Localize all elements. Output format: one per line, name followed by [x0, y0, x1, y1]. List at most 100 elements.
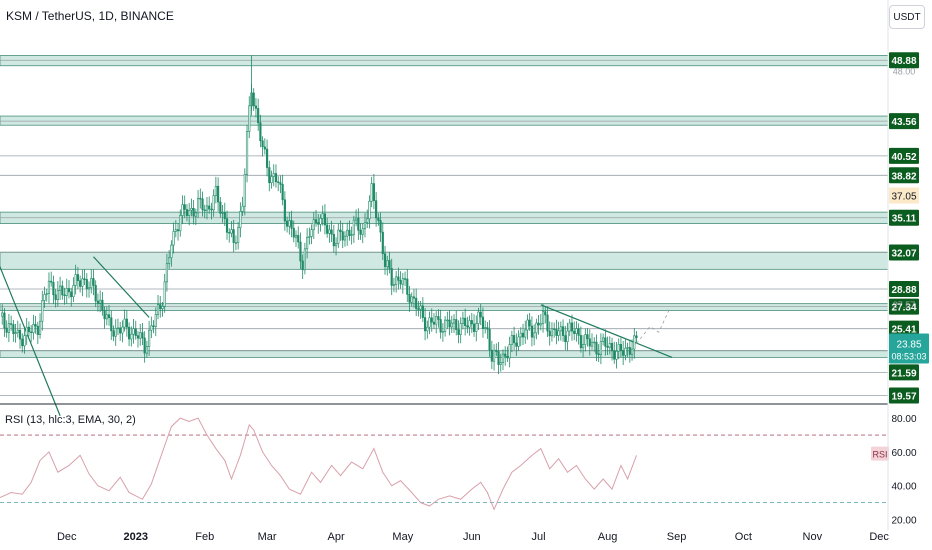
- candle-body: [208, 205, 211, 210]
- candle-body: [406, 278, 409, 295]
- candle-body: [575, 328, 578, 334]
- candle-body: [617, 344, 620, 352]
- price-axis-label: 27.57: [893, 300, 916, 310]
- candle-body: [132, 328, 135, 335]
- candle-body: [366, 218, 369, 223]
- candle-body: [83, 278, 86, 280]
- candle-body: [579, 335, 582, 349]
- price-marker-tag: [889, 187, 919, 204]
- candle-body: [103, 310, 106, 320]
- candle-body: [472, 323, 476, 332]
- candle-body: [517, 336, 520, 347]
- price-level-tag: [889, 113, 919, 130]
- candle-body: [604, 337, 607, 347]
- candle-body: [299, 241, 302, 262]
- candle-body: [194, 212, 197, 217]
- candle-body: [455, 319, 458, 331]
- candle-body: [633, 335, 636, 350]
- candle-body: [602, 337, 605, 342]
- candle-body: [205, 205, 209, 211]
- candle-body: [183, 204, 186, 210]
- candle-body: [564, 335, 567, 343]
- candle-body: [332, 233, 335, 247]
- rsi-indicator-label[interactable]: RSI (13, hlc:3, EMA, 30, 2): [5, 414, 136, 426]
- candle-body: [593, 341, 596, 344]
- rsi-axis-label: 40.00: [891, 482, 916, 493]
- candle-body: [16, 329, 19, 333]
- price-level-lines: [0, 59, 888, 396]
- candle-body: [139, 332, 142, 339]
- candle-body: [466, 325, 469, 328]
- candle-body: [288, 220, 291, 227]
- candle-body: [573, 330, 576, 334]
- candle-body: [99, 299, 102, 304]
- candle-body: [524, 329, 527, 338]
- candle-body: [21, 338, 24, 347]
- candle-body: [328, 229, 331, 234]
- time-axis-label: Mar: [258, 531, 277, 543]
- candle-body: [279, 182, 282, 185]
- candle-body: [34, 324, 37, 327]
- trendline[interactable]: [0, 173, 61, 416]
- candle-body: [588, 338, 591, 347]
- candle-body: [372, 183, 375, 201]
- zone-band: [0, 350, 889, 358]
- candle-body: [43, 294, 46, 301]
- candle-body: [94, 285, 97, 302]
- candle-body: [390, 268, 393, 286]
- time-axis-label: Oct: [735, 531, 752, 543]
- candle-body: [41, 300, 44, 322]
- candle-body: [415, 297, 418, 309]
- candle-body: [145, 346, 148, 354]
- candle-body: [76, 274, 79, 281]
- candle-body: [584, 334, 587, 345]
- trendline[interactable]: [93, 256, 150, 318]
- current-price-label: 23.85: [896, 340, 921, 351]
- candle-body: [530, 325, 533, 338]
- candle-body: [130, 333, 133, 340]
- price-level-label: 28.88: [891, 285, 916, 296]
- candle-body: [499, 362, 502, 365]
- rsi-badge-label: RSI: [872, 450, 887, 460]
- candle-body: [624, 347, 627, 356]
- candle-body: [79, 280, 82, 287]
- candle-body: [314, 219, 318, 223]
- candle-body: [350, 234, 353, 236]
- candle-body: [537, 322, 540, 326]
- candle-body: [446, 319, 449, 322]
- candle-body: [52, 281, 55, 296]
- time-axis-label: Nov: [803, 531, 823, 543]
- candle-body: [38, 320, 42, 335]
- currency-button[interactable]: USDT: [889, 5, 925, 29]
- candle-body: [504, 353, 507, 357]
- candle-body: [308, 236, 311, 238]
- candle-body: [541, 311, 545, 325]
- candle-body: [408, 294, 411, 303]
- rsi-axis-label: 20.00: [891, 516, 916, 527]
- candle-body: [136, 335, 140, 339]
- candle-body: [457, 329, 460, 335]
- candle-body: [539, 323, 542, 326]
- zone-band: [0, 251, 889, 270]
- candle-body: [421, 305, 424, 318]
- candle-body: [619, 344, 623, 351]
- candle-body: [326, 224, 329, 234]
- candle-body: [626, 347, 629, 349]
- candle-body: [461, 317, 464, 324]
- candle-body: [490, 349, 493, 362]
- candle-body: [586, 334, 589, 340]
- candle-body: [232, 229, 235, 243]
- candle-body: [361, 228, 364, 235]
- candle-body: [5, 327, 8, 333]
- candle-body: [388, 260, 391, 269]
- candle-body: [272, 173, 275, 177]
- candle-body: [87, 287, 91, 290]
- candle-body: [306, 237, 309, 250]
- candle-body: [561, 326, 565, 336]
- price-level-tag: [889, 244, 919, 261]
- candle-body: [566, 330, 569, 343]
- current-price-tag: [889, 333, 929, 364]
- trendline[interactable]: [540, 304, 673, 358]
- time-axis-label: Dec: [869, 531, 889, 543]
